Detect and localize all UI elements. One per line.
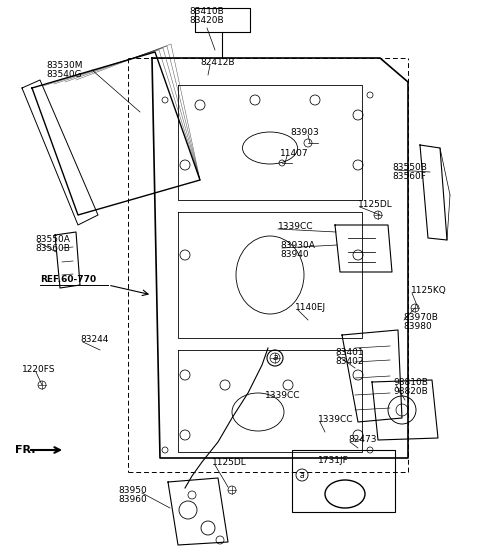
Text: 1140EJ: 1140EJ <box>295 303 326 312</box>
Text: 83550B: 83550B <box>392 163 427 172</box>
Text: 83401: 83401 <box>335 348 364 357</box>
Text: 83244: 83244 <box>80 335 108 344</box>
Text: 83560B: 83560B <box>35 244 70 253</box>
Text: 98810B: 98810B <box>393 378 428 387</box>
Text: 83930A: 83930A <box>280 241 315 250</box>
Text: 83980: 83980 <box>403 322 432 331</box>
Text: 83950: 83950 <box>118 486 147 495</box>
Text: 1125DL: 1125DL <box>358 200 393 209</box>
Text: 1125KQ: 1125KQ <box>411 286 447 295</box>
Text: 1339CC: 1339CC <box>278 222 313 231</box>
Bar <box>292 450 395 512</box>
Text: 83940: 83940 <box>280 250 309 259</box>
Text: 1339CC: 1339CC <box>318 415 353 424</box>
Text: a: a <box>272 354 278 362</box>
Text: 83402: 83402 <box>335 357 363 366</box>
Text: 82473: 82473 <box>348 435 376 444</box>
Text: 11407: 11407 <box>280 149 309 158</box>
Text: 1220FS: 1220FS <box>22 365 56 374</box>
Text: 83903: 83903 <box>290 128 319 137</box>
Text: 1125DL: 1125DL <box>212 458 247 467</box>
Text: 83550A: 83550A <box>35 235 70 244</box>
Text: 83540G: 83540G <box>46 70 82 79</box>
Text: 98820B: 98820B <box>393 387 428 396</box>
Text: REF.60-770: REF.60-770 <box>40 276 96 284</box>
Text: 83410B: 83410B <box>190 7 224 16</box>
Text: a: a <box>300 470 304 480</box>
Text: 82412B: 82412B <box>200 58 235 67</box>
Text: FR.: FR. <box>15 445 36 455</box>
Text: 1731JF: 1731JF <box>318 456 349 465</box>
Text: 1339CC: 1339CC <box>265 391 300 400</box>
Text: 83420B: 83420B <box>190 16 224 25</box>
Text: 83960: 83960 <box>118 495 147 504</box>
Text: 83970B: 83970B <box>403 313 438 322</box>
Text: 83530M: 83530M <box>46 61 83 70</box>
Text: 83560F: 83560F <box>392 172 426 181</box>
